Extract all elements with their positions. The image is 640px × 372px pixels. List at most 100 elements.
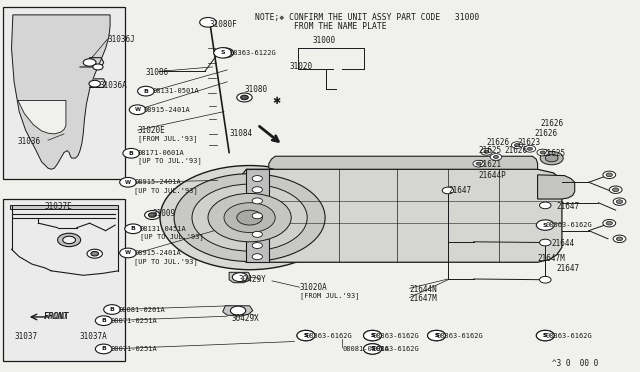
Text: S: S xyxy=(303,333,308,338)
Text: 31020: 31020 xyxy=(289,62,312,71)
Circle shape xyxy=(200,17,216,27)
Text: [UP TO JUL.'93]: [UP TO JUL.'93] xyxy=(134,187,198,194)
Circle shape xyxy=(490,154,502,160)
Circle shape xyxy=(129,105,146,115)
Circle shape xyxy=(224,203,275,232)
Circle shape xyxy=(540,239,551,246)
Text: B: B xyxy=(131,226,136,231)
Circle shape xyxy=(540,276,551,283)
Circle shape xyxy=(612,188,619,192)
Circle shape xyxy=(616,237,623,241)
Circle shape xyxy=(252,198,262,204)
Circle shape xyxy=(476,162,481,165)
Circle shape xyxy=(297,330,315,341)
Circle shape xyxy=(536,220,554,230)
Text: 21647: 21647 xyxy=(557,202,580,211)
Circle shape xyxy=(91,251,99,256)
Circle shape xyxy=(493,155,499,158)
Circle shape xyxy=(536,330,554,341)
Circle shape xyxy=(89,80,100,87)
Text: 08171-0601A: 08171-0601A xyxy=(138,150,184,156)
Text: 31080F: 31080F xyxy=(210,20,237,29)
Circle shape xyxy=(58,233,81,247)
Text: 08915-2401A: 08915-2401A xyxy=(144,107,191,113)
Text: [FROM JUL.'93]: [FROM JUL.'93] xyxy=(300,292,359,299)
Text: 31086: 31086 xyxy=(146,68,169,77)
Text: S: S xyxy=(543,333,548,338)
Circle shape xyxy=(545,154,558,162)
Polygon shape xyxy=(232,169,562,262)
Polygon shape xyxy=(538,175,575,199)
Circle shape xyxy=(104,305,120,314)
Circle shape xyxy=(230,306,246,315)
Text: FRONT: FRONT xyxy=(44,312,68,321)
Circle shape xyxy=(540,151,545,154)
Circle shape xyxy=(428,330,445,341)
Text: 08915-2401A: 08915-2401A xyxy=(134,250,181,256)
Circle shape xyxy=(297,330,315,341)
Text: 08363-6162G: 08363-6162G xyxy=(436,333,483,339)
Text: [UP TO JUL.'93]: [UP TO JUL.'93] xyxy=(134,258,198,264)
Text: 08363-6162G: 08363-6162G xyxy=(545,222,592,228)
Text: S: S xyxy=(370,346,375,352)
Text: 21626: 21626 xyxy=(541,119,564,128)
Polygon shape xyxy=(18,100,66,134)
Polygon shape xyxy=(246,169,269,262)
Polygon shape xyxy=(229,272,251,283)
Text: 30429X: 30429X xyxy=(232,314,259,323)
Circle shape xyxy=(540,151,563,165)
Circle shape xyxy=(241,95,248,100)
Text: 21621: 21621 xyxy=(479,160,502,169)
Text: 08363-6162G: 08363-6162G xyxy=(306,333,353,339)
Circle shape xyxy=(527,147,532,150)
Text: S: S xyxy=(223,50,228,55)
Circle shape xyxy=(252,213,262,219)
Text: FROM THE NAME PLATE: FROM THE NAME PLATE xyxy=(255,22,387,31)
Text: 31036: 31036 xyxy=(18,137,41,146)
Text: 31000: 31000 xyxy=(312,36,335,45)
Circle shape xyxy=(237,210,262,225)
Circle shape xyxy=(93,64,103,70)
Circle shape xyxy=(428,330,445,341)
Circle shape xyxy=(120,177,136,187)
Circle shape xyxy=(606,221,612,225)
Circle shape xyxy=(214,48,232,58)
Circle shape xyxy=(252,187,262,193)
Text: S: S xyxy=(543,222,548,228)
Text: 21647M: 21647M xyxy=(410,294,437,303)
Circle shape xyxy=(364,330,381,341)
Circle shape xyxy=(511,142,523,148)
Circle shape xyxy=(540,202,551,209)
Text: 31020A: 31020A xyxy=(300,283,327,292)
Text: FRONT: FRONT xyxy=(44,312,68,321)
Circle shape xyxy=(232,273,248,282)
Text: 21647: 21647 xyxy=(557,264,580,273)
Circle shape xyxy=(613,235,626,243)
Circle shape xyxy=(252,231,262,237)
Text: 08081-0201A: 08081-0201A xyxy=(342,346,389,352)
Text: 30429Y: 30429Y xyxy=(238,275,266,284)
Text: 21647M: 21647M xyxy=(538,254,565,263)
Text: B: B xyxy=(101,318,106,323)
Bar xyxy=(3,199,125,361)
Circle shape xyxy=(237,93,252,102)
Circle shape xyxy=(95,344,112,354)
Text: W: W xyxy=(125,180,131,185)
Text: 08915-2401A: 08915-2401A xyxy=(134,179,181,185)
Circle shape xyxy=(616,200,623,203)
Text: S: S xyxy=(543,333,548,338)
Text: 31080: 31080 xyxy=(244,85,268,94)
Text: S: S xyxy=(434,333,439,338)
Circle shape xyxy=(536,330,554,341)
Text: B: B xyxy=(143,89,148,94)
Circle shape xyxy=(484,150,489,153)
Circle shape xyxy=(442,187,454,194)
Circle shape xyxy=(192,184,307,251)
Circle shape xyxy=(83,59,96,66)
Circle shape xyxy=(217,48,234,58)
Circle shape xyxy=(537,149,548,156)
Text: 21644N: 21644N xyxy=(410,285,437,294)
Circle shape xyxy=(145,211,160,219)
Text: 31009: 31009 xyxy=(152,209,175,218)
Text: S: S xyxy=(434,333,439,338)
